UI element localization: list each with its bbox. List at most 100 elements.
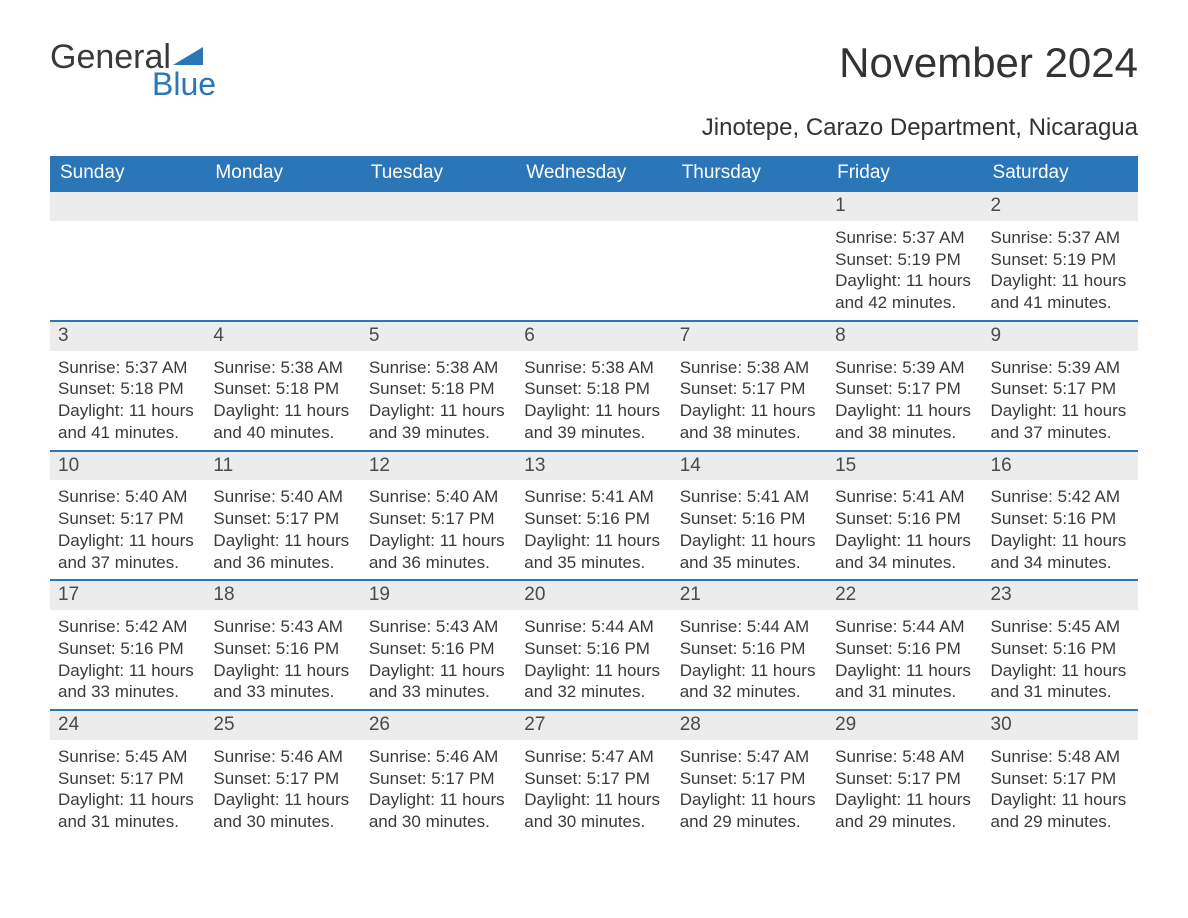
weekday-header: Saturday (983, 156, 1138, 191)
day-detail-line: Sunset: 5:18 PM (369, 378, 508, 400)
day-detail-line: Sunrise: 5:40 AM (369, 486, 508, 508)
day-detail-line: Sunrise: 5:45 AM (58, 746, 197, 768)
day-detail-line: Daylight: 11 hours and 31 minutes. (991, 660, 1130, 704)
page-header: General Blue November 2024 (50, 40, 1138, 100)
day-number: 3 (50, 322, 205, 351)
day-detail-line: Daylight: 11 hours and 34 minutes. (991, 530, 1130, 574)
day-detail-line: Daylight: 11 hours and 31 minutes. (58, 789, 197, 833)
calendar-day-cell: 22Sunrise: 5:44 AMSunset: 5:16 PMDayligh… (827, 580, 982, 710)
day-details: Sunrise: 5:47 AMSunset: 5:17 PMDaylight:… (672, 740, 827, 839)
day-detail-line: Daylight: 11 hours and 39 minutes. (369, 400, 508, 444)
day-details: Sunrise: 5:37 AMSunset: 5:18 PMDaylight:… (50, 351, 205, 450)
day-detail-line: Daylight: 11 hours and 38 minutes. (835, 400, 974, 444)
day-number: 2 (983, 192, 1138, 221)
day-detail-line: Daylight: 11 hours and 39 minutes. (524, 400, 663, 444)
weekday-header: Monday (205, 156, 360, 191)
day-detail-line: Sunset: 5:18 PM (213, 378, 352, 400)
day-detail-line: Sunset: 5:16 PM (680, 638, 819, 660)
calendar-day-cell: 17Sunrise: 5:42 AMSunset: 5:16 PMDayligh… (50, 580, 205, 710)
day-detail-line: Sunset: 5:17 PM (58, 768, 197, 790)
calendar-day-cell: 23Sunrise: 5:45 AMSunset: 5:16 PMDayligh… (983, 580, 1138, 710)
day-detail-line: Sunset: 5:17 PM (58, 508, 197, 530)
day-number: 15 (827, 452, 982, 481)
weekday-header: Thursday (672, 156, 827, 191)
day-details (205, 221, 360, 233)
calendar-day-cell: 15Sunrise: 5:41 AMSunset: 5:16 PMDayligh… (827, 451, 982, 581)
day-details: Sunrise: 5:39 AMSunset: 5:17 PMDaylight:… (827, 351, 982, 450)
calendar-week-row: 17Sunrise: 5:42 AMSunset: 5:16 PMDayligh… (50, 580, 1138, 710)
day-detail-line: Sunrise: 5:44 AM (680, 616, 819, 638)
calendar-day-cell: 28Sunrise: 5:47 AMSunset: 5:17 PMDayligh… (672, 710, 827, 839)
day-number: 1 (827, 192, 982, 221)
day-number: 28 (672, 711, 827, 740)
day-detail-line: Sunset: 5:17 PM (213, 768, 352, 790)
day-details: Sunrise: 5:43 AMSunset: 5:16 PMDaylight:… (361, 610, 516, 709)
day-number: 27 (516, 711, 671, 740)
day-detail-line: Daylight: 11 hours and 38 minutes. (680, 400, 819, 444)
day-detail-line: Sunrise: 5:41 AM (835, 486, 974, 508)
calendar-day-cell: 9Sunrise: 5:39 AMSunset: 5:17 PMDaylight… (983, 321, 1138, 451)
weekday-header: Wednesday (516, 156, 671, 191)
day-number: 9 (983, 322, 1138, 351)
day-detail-line: Sunrise: 5:42 AM (58, 616, 197, 638)
day-number: 24 (50, 711, 205, 740)
day-details: Sunrise: 5:38 AMSunset: 5:17 PMDaylight:… (672, 351, 827, 450)
day-detail-line: Sunrise: 5:40 AM (58, 486, 197, 508)
calendar-day-cell: 5Sunrise: 5:38 AMSunset: 5:18 PMDaylight… (361, 321, 516, 451)
calendar-empty-cell (205, 191, 360, 321)
day-details: Sunrise: 5:47 AMSunset: 5:17 PMDaylight:… (516, 740, 671, 839)
day-detail-line: Sunset: 5:17 PM (680, 378, 819, 400)
calendar-day-cell: 20Sunrise: 5:44 AMSunset: 5:16 PMDayligh… (516, 580, 671, 710)
day-detail-line: Sunrise: 5:48 AM (835, 746, 974, 768)
day-details: Sunrise: 5:43 AMSunset: 5:16 PMDaylight:… (205, 610, 360, 709)
calendar-day-cell: 11Sunrise: 5:40 AMSunset: 5:17 PMDayligh… (205, 451, 360, 581)
calendar-week-row: 24Sunrise: 5:45 AMSunset: 5:17 PMDayligh… (50, 710, 1138, 839)
day-detail-line: Sunrise: 5:47 AM (524, 746, 663, 768)
day-detail-line: Daylight: 11 hours and 36 minutes. (213, 530, 352, 574)
day-detail-line: Sunrise: 5:39 AM (991, 357, 1130, 379)
day-number: 8 (827, 322, 982, 351)
day-detail-line: Sunset: 5:17 PM (680, 768, 819, 790)
day-details: Sunrise: 5:38 AMSunset: 5:18 PMDaylight:… (205, 351, 360, 450)
day-detail-line: Sunrise: 5:38 AM (680, 357, 819, 379)
day-detail-line: Sunrise: 5:42 AM (991, 486, 1130, 508)
weekday-header: Tuesday (361, 156, 516, 191)
day-detail-line: Sunrise: 5:41 AM (524, 486, 663, 508)
calendar-day-cell: 16Sunrise: 5:42 AMSunset: 5:16 PMDayligh… (983, 451, 1138, 581)
day-detail-line: Sunset: 5:16 PM (58, 638, 197, 660)
day-detail-line: Sunset: 5:17 PM (369, 768, 508, 790)
day-detail-line: Sunset: 5:17 PM (835, 378, 974, 400)
day-detail-line: Daylight: 11 hours and 37 minutes. (58, 530, 197, 574)
calendar-day-cell: 3Sunrise: 5:37 AMSunset: 5:18 PMDaylight… (50, 321, 205, 451)
day-number: 25 (205, 711, 360, 740)
day-detail-line: Sunset: 5:16 PM (524, 508, 663, 530)
calendar-empty-cell (50, 191, 205, 321)
day-number: 22 (827, 581, 982, 610)
day-detail-line: Sunrise: 5:43 AM (213, 616, 352, 638)
day-details: Sunrise: 5:41 AMSunset: 5:16 PMDaylight:… (672, 480, 827, 579)
day-detail-line: Daylight: 11 hours and 33 minutes. (58, 660, 197, 704)
day-detail-line: Sunset: 5:17 PM (369, 508, 508, 530)
calendar-day-cell: 1Sunrise: 5:37 AMSunset: 5:19 PMDaylight… (827, 191, 982, 321)
calendar-day-cell: 19Sunrise: 5:43 AMSunset: 5:16 PMDayligh… (361, 580, 516, 710)
day-number: 18 (205, 581, 360, 610)
day-detail-line: Daylight: 11 hours and 32 minutes. (680, 660, 819, 704)
day-detail-line: Daylight: 11 hours and 29 minutes. (835, 789, 974, 833)
calendar-day-cell: 2Sunrise: 5:37 AMSunset: 5:19 PMDaylight… (983, 191, 1138, 321)
day-detail-line: Sunset: 5:17 PM (991, 768, 1130, 790)
calendar-day-cell: 25Sunrise: 5:46 AMSunset: 5:17 PMDayligh… (205, 710, 360, 839)
day-details: Sunrise: 5:44 AMSunset: 5:16 PMDaylight:… (827, 610, 982, 709)
day-detail-line: Daylight: 11 hours and 30 minutes. (213, 789, 352, 833)
day-detail-line: Daylight: 11 hours and 41 minutes. (58, 400, 197, 444)
month-title: November 2024 (839, 40, 1138, 86)
calendar-day-cell: 7Sunrise: 5:38 AMSunset: 5:17 PMDaylight… (672, 321, 827, 451)
day-detail-line: Sunset: 5:16 PM (835, 508, 974, 530)
day-details: Sunrise: 5:42 AMSunset: 5:16 PMDaylight:… (983, 480, 1138, 579)
calendar-week-row: 3Sunrise: 5:37 AMSunset: 5:18 PMDaylight… (50, 321, 1138, 451)
day-number: 6 (516, 322, 671, 351)
day-number: 23 (983, 581, 1138, 610)
location-subtitle: Jinotepe, Carazo Department, Nicaragua (50, 114, 1138, 142)
day-number: 19 (361, 581, 516, 610)
day-details: Sunrise: 5:45 AMSunset: 5:17 PMDaylight:… (50, 740, 205, 839)
brand-logo: General Blue (50, 40, 216, 100)
